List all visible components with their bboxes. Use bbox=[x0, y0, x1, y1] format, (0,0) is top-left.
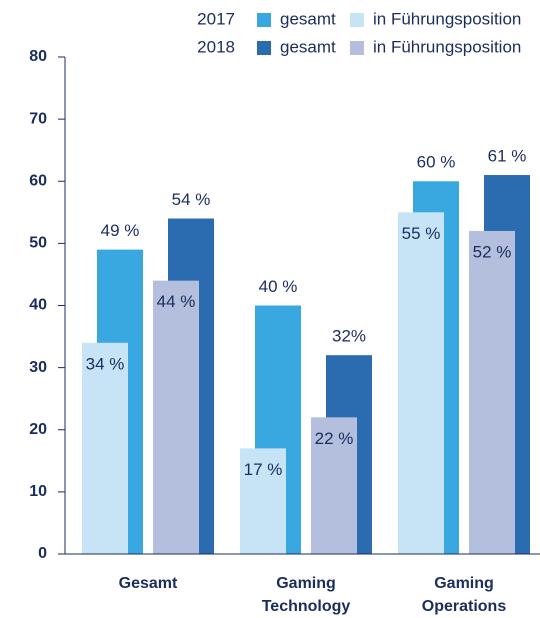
y-tick-label: 50 bbox=[29, 235, 47, 252]
x-tick-label: Gaming Operations bbox=[421, 575, 507, 615]
value-label: 40 % bbox=[259, 277, 298, 296]
bar bbox=[398, 212, 444, 554]
legend-label: gesamt bbox=[280, 37, 336, 56]
value-label: 44 % bbox=[157, 292, 196, 311]
legend-label: in Führungsposition bbox=[373, 37, 521, 56]
legend-label: in Führungsposition bbox=[373, 9, 521, 28]
bar bbox=[240, 448, 286, 554]
bar bbox=[153, 280, 199, 554]
legend-swatch bbox=[350, 41, 364, 55]
y-tick-label: 80 bbox=[29, 48, 47, 65]
value-label: 49 % bbox=[101, 221, 140, 240]
y-tick-label: 40 bbox=[29, 297, 47, 314]
legend-label: gesamt bbox=[280, 9, 336, 28]
value-label: 54 % bbox=[172, 190, 211, 209]
value-label: 60 % bbox=[417, 153, 456, 172]
legend-year: 2017 bbox=[197, 9, 235, 28]
bar bbox=[311, 417, 357, 554]
y-tick-label: 60 bbox=[29, 172, 47, 189]
legend-swatch bbox=[257, 13, 271, 27]
value-label: 17 % bbox=[244, 460, 283, 479]
x-tick-label: Gaming Technology bbox=[261, 575, 351, 615]
value-label: 22 % bbox=[315, 429, 354, 448]
bar bbox=[82, 342, 128, 554]
y-tick-label: 70 bbox=[29, 110, 47, 127]
y-tick-label: 0 bbox=[38, 545, 47, 562]
value-label: 55 % bbox=[402, 224, 441, 243]
value-label: 32% bbox=[332, 327, 366, 346]
y-tick-label: 30 bbox=[29, 359, 47, 376]
value-label: 34 % bbox=[86, 354, 125, 373]
value-label: 52 % bbox=[473, 242, 512, 261]
y-tick-label: 20 bbox=[29, 421, 47, 438]
y-tick-label: 10 bbox=[29, 483, 47, 500]
legend-swatch bbox=[257, 41, 271, 55]
x-tick-label: Gesamt bbox=[118, 575, 178, 592]
bar bbox=[469, 230, 515, 554]
legend-year: 2018 bbox=[197, 37, 235, 56]
value-label: 61 % bbox=[488, 147, 527, 166]
legend-swatch bbox=[350, 13, 364, 27]
